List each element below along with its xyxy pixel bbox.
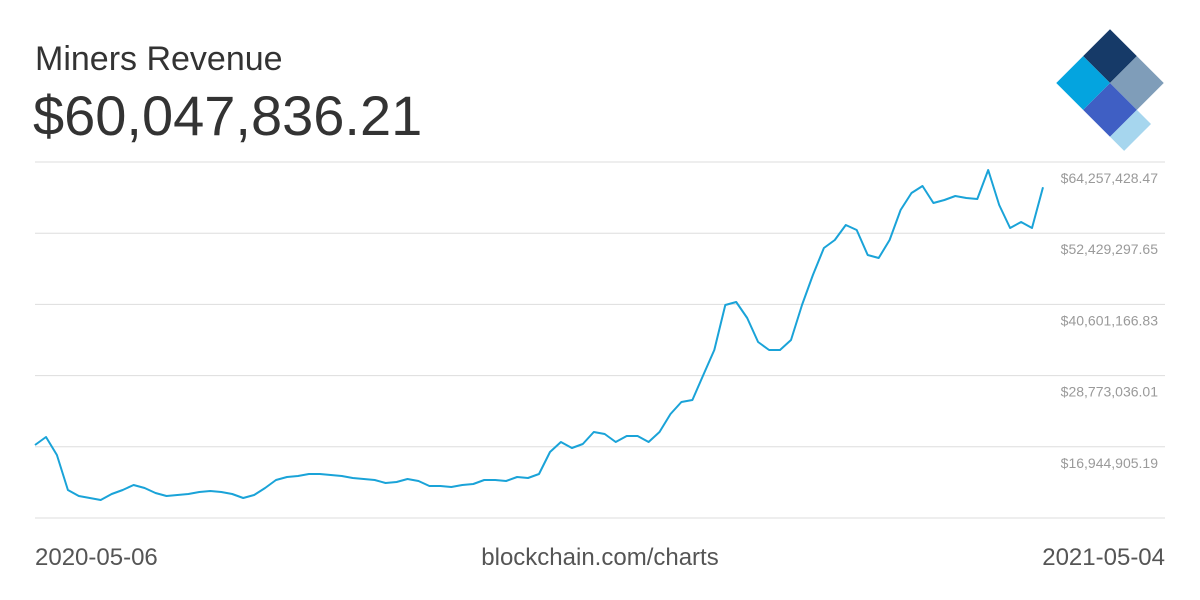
logo-part xyxy=(1110,56,1164,110)
y-tick-label: $16,944,905.19 xyxy=(1061,455,1159,471)
logo xyxy=(1056,29,1164,151)
y-tick-label: $40,601,166.83 xyxy=(1061,312,1159,328)
logo-part xyxy=(1056,56,1110,110)
y-tick-label: $64,257,428.47 xyxy=(1061,170,1159,186)
y-tick-label: $52,429,297.65 xyxy=(1061,241,1159,257)
chart-subtitle: $60,047,836.21 xyxy=(33,84,422,147)
line xyxy=(34,169,1044,501)
source: blockchain.com/charts xyxy=(481,544,718,571)
x-tick-label: 2021-05-04 xyxy=(1042,544,1165,571)
chart-title: Miners Revenue xyxy=(35,40,283,78)
x-tick-label: 2020-05-06 xyxy=(35,544,158,571)
y-tick-label: $28,773,036.01 xyxy=(1061,384,1159,400)
logo-part xyxy=(1110,109,1152,151)
